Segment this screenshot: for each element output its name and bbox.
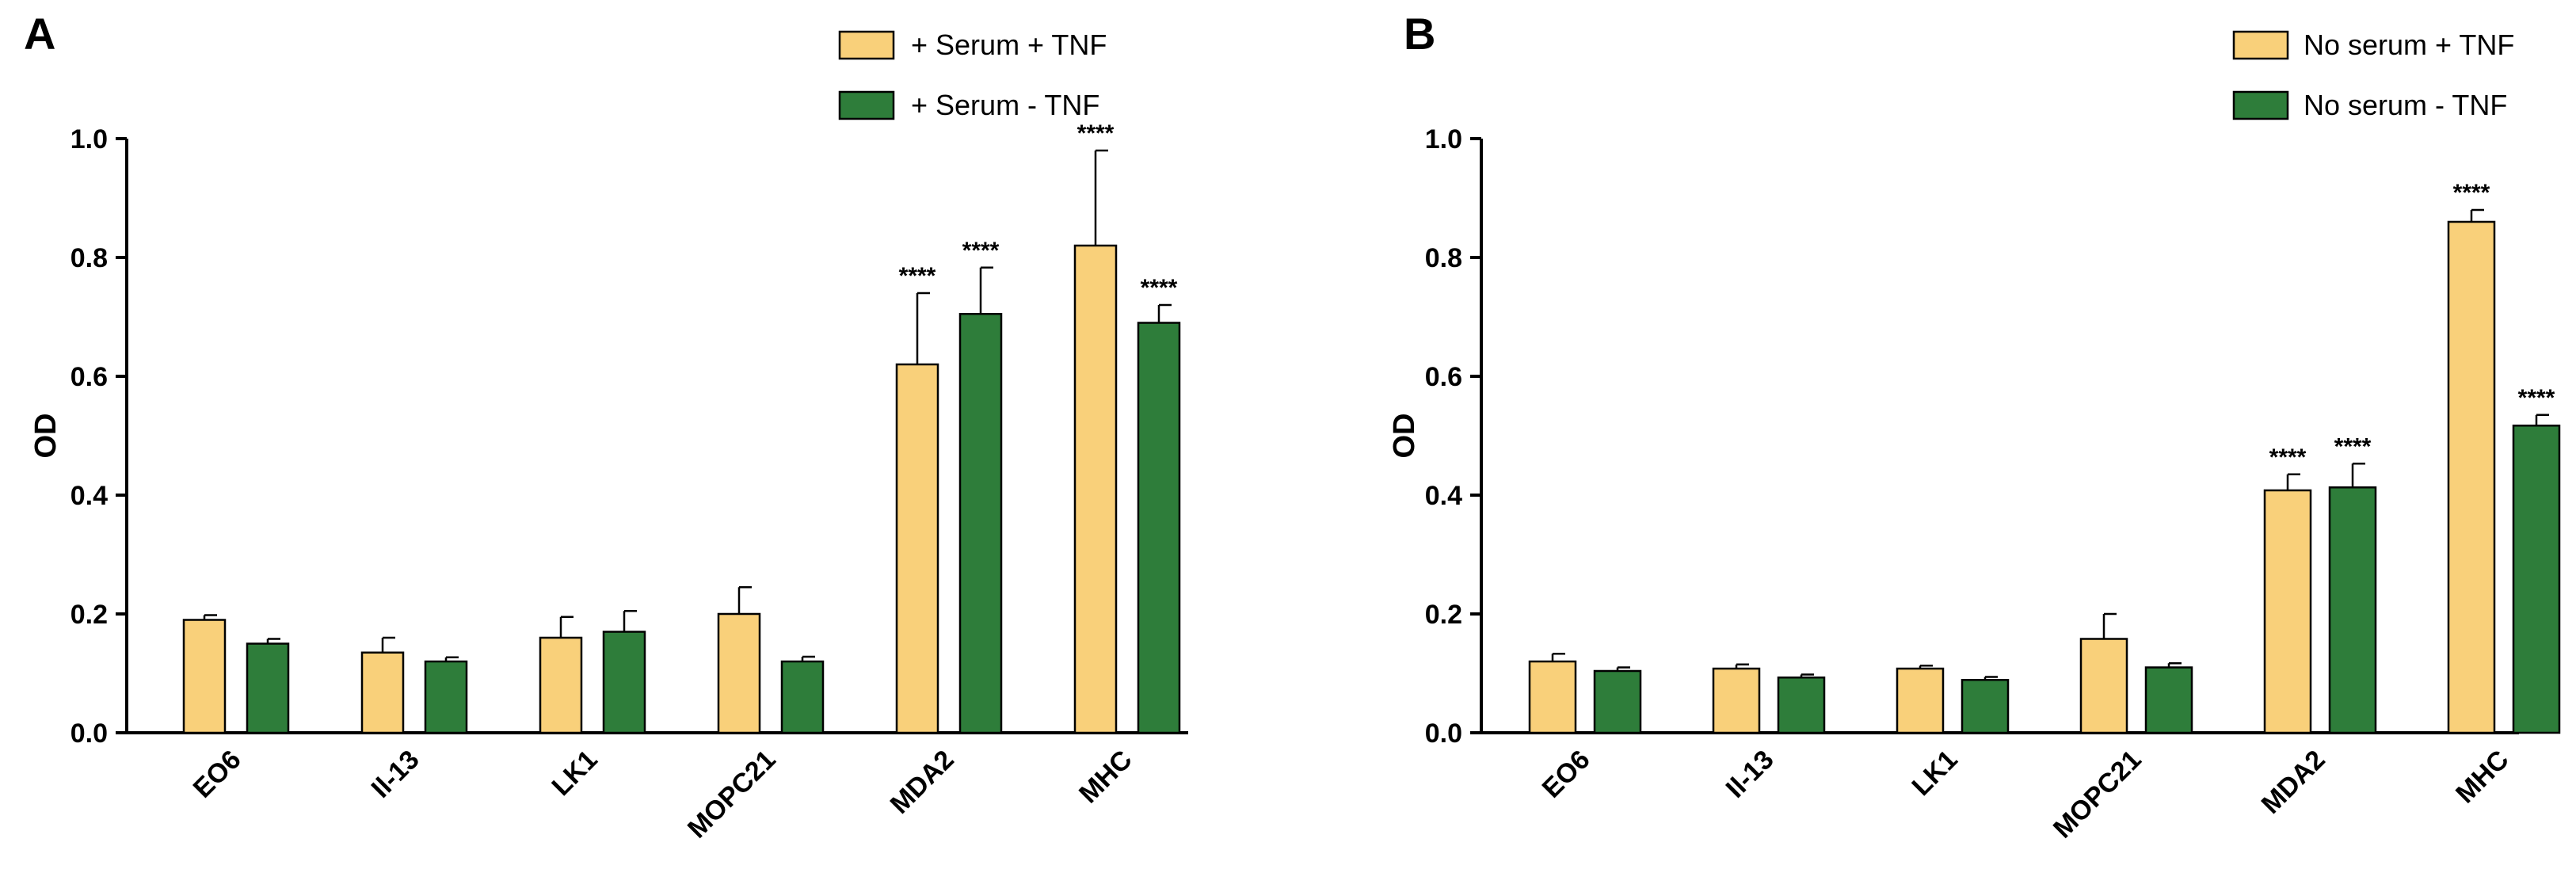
x-tick-label: MDA2: [885, 745, 960, 820]
bar-no-tnf-il-13: [424, 660, 468, 734]
y-tick-label: 0.6: [1425, 362, 1462, 392]
y-tick-label: 0.2: [1425, 600, 1462, 630]
legend-swatch: [838, 90, 895, 120]
significance-label: ****: [2269, 444, 2307, 471]
legend-label: No serum - TNF: [2304, 89, 2507, 121]
panel-a: A OD 0.0 0.2 0.4 0.6 0.8 1.0 EO6 Il-13 LK1 MOPC21 **…: [24, 9, 1188, 844]
bar-no-tnf-eo6: [1593, 669, 1642, 734]
bar-no-tnf-mopc21: [2144, 666, 2193, 734]
legend-label: No serum + TNF: [2304, 29, 2514, 61]
panel-label: B: [1404, 9, 1435, 59]
x-tick-label: MOPC21: [2048, 745, 2147, 844]
bar-no-tnf-il-13: [1777, 677, 1826, 734]
x-tick-label: EO6: [188, 745, 247, 804]
bar-tnf-mda2: [895, 363, 939, 734]
x-tick-label: Il-13: [1721, 745, 1780, 804]
bar-tnf-mhc: [1073, 244, 1118, 734]
y-tick-label: 0.8: [1425, 243, 1462, 273]
x-tick-label: MOPC21: [682, 745, 782, 844]
bar-no-tnf-mopc21: [780, 660, 825, 734]
significance-label: ****: [1077, 120, 1115, 147]
panel-label: A: [24, 9, 55, 59]
x-tick-label: EO6: [1537, 745, 1596, 804]
x-tick-label: MHC: [1073, 745, 1138, 810]
bar-no-tnf-lk1: [602, 631, 646, 734]
bar-no-tnf-mda2: [958, 313, 1003, 734]
legend-label: + Serum + TNF: [911, 29, 1107, 61]
bar-no-tnf-mhc: [2512, 425, 2561, 734]
bar-tnf-eo6: [182, 619, 227, 734]
significance-label: ****: [1141, 275, 1178, 301]
legend-label: + Serum - TNF: [911, 89, 1099, 121]
y-tick-label: 0.0: [1425, 719, 1462, 749]
x-tick-label: LK1: [1906, 745, 1963, 802]
y-tick-label: 0.4: [1425, 481, 1462, 511]
bar-no-tnf-lk1: [1961, 679, 2010, 734]
significance-label: ****: [2518, 385, 2555, 411]
x-tick-label: Il-13: [366, 745, 425, 804]
bar-tnf-lk1: [1896, 667, 1945, 734]
y-tick-label: 1.0: [70, 124, 108, 154]
significance-label: ****: [899, 263, 936, 289]
bar-tnf-il-13: [1712, 667, 1761, 734]
bar-no-tnf-mhc: [1137, 322, 1181, 734]
y-tick-label: 1.0: [1425, 124, 1462, 154]
bar-tnf-eo6: [1528, 660, 1577, 734]
bar-tnf-mda2: [2263, 489, 2312, 734]
legend-swatch: [2232, 90, 2289, 120]
bar-tnf-il-13: [360, 651, 405, 734]
legend-swatch: [838, 30, 895, 60]
y-tick-label: 0.2: [70, 600, 108, 630]
y-axis-title: OD: [29, 414, 63, 459]
y-axis-title: OD: [1388, 414, 1421, 459]
significance-label: ****: [2453, 180, 2490, 206]
significance-label: ****: [2334, 433, 2372, 459]
x-tick-label: MHC: [2450, 745, 2515, 810]
y-tick-label: 0.4: [70, 481, 108, 511]
bar-tnf-mopc21: [2079, 638, 2128, 734]
y-tick-label: 0.6: [70, 362, 108, 392]
bar-tnf-lk1: [539, 636, 583, 734]
bar-no-tnf-eo6: [246, 642, 290, 734]
bar-tnf-mopc21: [717, 612, 761, 734]
legend-swatch: [2232, 30, 2289, 60]
y-tick-label: 0.8: [70, 243, 108, 273]
x-tick-label: LK1: [546, 745, 603, 802]
significance-label: ****: [962, 238, 1000, 264]
bar-tnf-mhc: [2447, 220, 2496, 734]
bar-no-tnf-mda2: [2328, 486, 2377, 734]
x-tick-label: MDA2: [2256, 745, 2331, 820]
y-tick-label: 0.0: [70, 719, 108, 749]
panel-b: B OD 0.0 0.2 0.4 0.6 0.8 1.0 EO6 Il-13 LK1 MOPC21 **…: [1388, 9, 2561, 844]
